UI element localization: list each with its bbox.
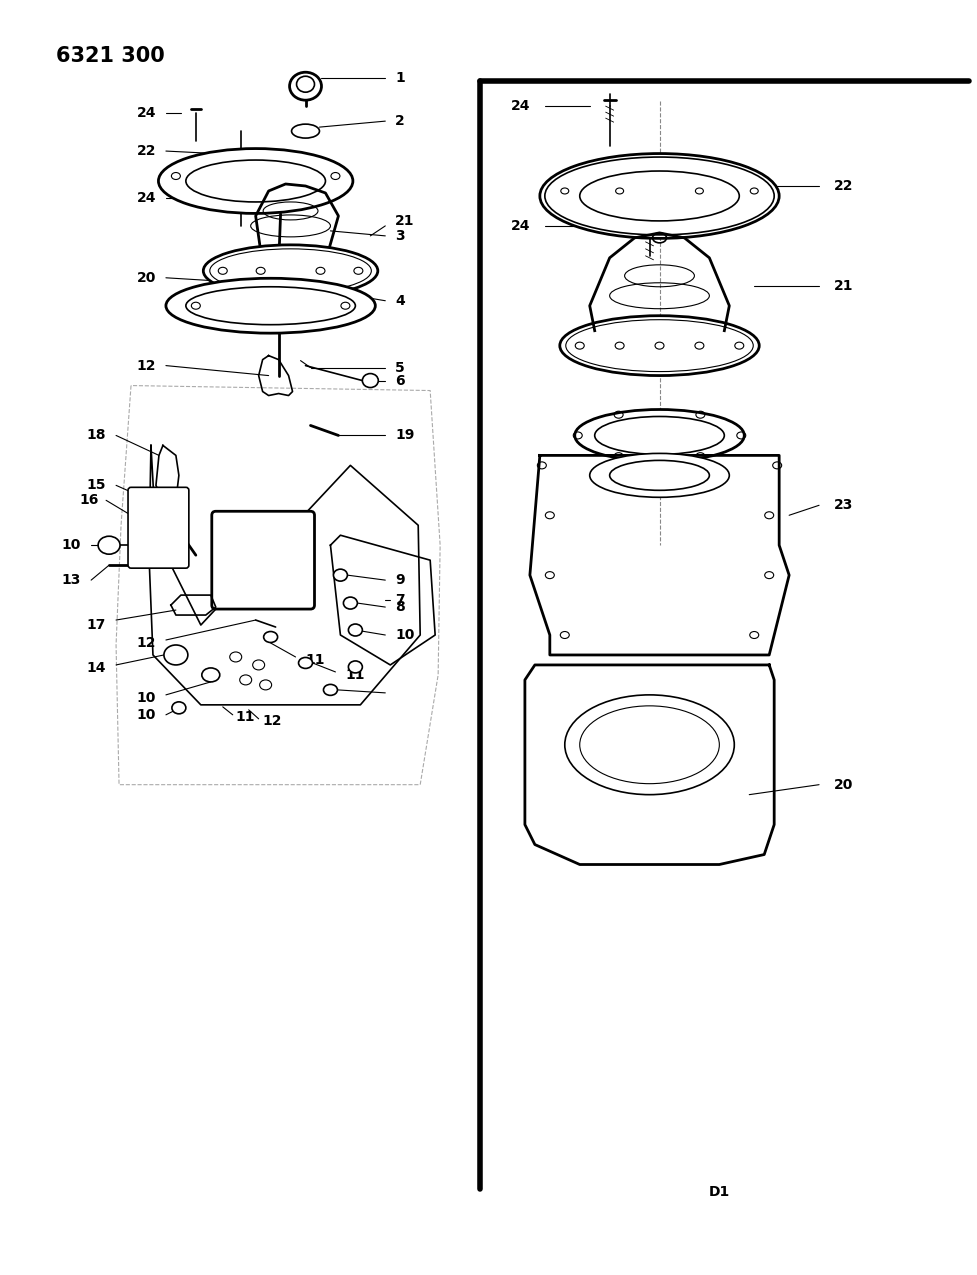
Text: 4: 4 <box>396 293 405 307</box>
Text: 10: 10 <box>62 538 81 552</box>
Text: 3: 3 <box>396 230 404 242</box>
Ellipse shape <box>98 537 120 555</box>
Text: 5: 5 <box>396 361 405 375</box>
Ellipse shape <box>299 658 313 668</box>
Ellipse shape <box>239 674 252 685</box>
Text: 20: 20 <box>834 778 853 792</box>
Ellipse shape <box>349 660 362 673</box>
Text: 11: 11 <box>306 653 325 667</box>
Text: 11: 11 <box>235 710 255 724</box>
Ellipse shape <box>343 597 358 609</box>
Text: 7: 7 <box>396 593 404 607</box>
Text: 10: 10 <box>396 629 414 643</box>
FancyBboxPatch shape <box>212 511 315 609</box>
Ellipse shape <box>203 245 378 297</box>
Text: 21: 21 <box>396 214 415 228</box>
Ellipse shape <box>540 153 780 238</box>
Ellipse shape <box>590 454 729 497</box>
Text: 6: 6 <box>396 374 404 388</box>
Ellipse shape <box>579 171 740 221</box>
Ellipse shape <box>202 668 220 682</box>
Ellipse shape <box>253 660 265 669</box>
Ellipse shape <box>545 157 774 235</box>
Ellipse shape <box>333 569 348 581</box>
Ellipse shape <box>164 645 188 666</box>
FancyBboxPatch shape <box>128 487 189 569</box>
Ellipse shape <box>574 409 744 462</box>
Text: 20: 20 <box>137 270 156 284</box>
Ellipse shape <box>291 124 319 138</box>
Text: 2: 2 <box>396 115 405 128</box>
Text: 17: 17 <box>87 618 106 632</box>
Ellipse shape <box>172 701 186 714</box>
Text: 24: 24 <box>137 106 156 120</box>
Ellipse shape <box>260 680 272 690</box>
Text: 12: 12 <box>263 714 282 728</box>
Text: 22: 22 <box>137 144 156 158</box>
Ellipse shape <box>362 374 378 388</box>
Ellipse shape <box>595 417 724 454</box>
Text: 6321 300: 6321 300 <box>57 46 165 66</box>
Text: 11: 11 <box>346 668 364 682</box>
Ellipse shape <box>560 316 759 376</box>
Text: 10: 10 <box>137 708 156 722</box>
Text: 1: 1 <box>396 71 405 85</box>
Ellipse shape <box>264 631 277 643</box>
Text: 24: 24 <box>510 99 530 113</box>
Text: 24: 24 <box>137 191 156 205</box>
Ellipse shape <box>566 320 753 371</box>
Text: 8: 8 <box>396 601 405 615</box>
Ellipse shape <box>186 161 325 201</box>
Text: 21: 21 <box>834 279 854 293</box>
Text: 13: 13 <box>62 574 81 586</box>
Ellipse shape <box>230 652 241 662</box>
Ellipse shape <box>289 73 321 101</box>
Ellipse shape <box>610 460 709 491</box>
Text: 14: 14 <box>87 660 106 674</box>
Ellipse shape <box>166 278 375 333</box>
Text: 19: 19 <box>396 428 414 442</box>
Ellipse shape <box>297 76 315 92</box>
Text: 23: 23 <box>834 499 853 513</box>
Ellipse shape <box>186 287 356 325</box>
Text: D1: D1 <box>708 1184 730 1198</box>
Text: 10: 10 <box>137 691 156 705</box>
Text: 9: 9 <box>396 574 404 586</box>
Text: 12: 12 <box>137 636 156 650</box>
Text: 22: 22 <box>834 179 854 193</box>
Text: 15: 15 <box>87 478 106 492</box>
Ellipse shape <box>349 623 362 636</box>
Ellipse shape <box>210 249 371 293</box>
Ellipse shape <box>158 149 353 213</box>
Text: 18: 18 <box>87 428 106 442</box>
Text: 16: 16 <box>80 493 99 507</box>
Ellipse shape <box>323 685 337 695</box>
Text: 12: 12 <box>137 358 156 372</box>
Text: 24: 24 <box>510 219 530 233</box>
